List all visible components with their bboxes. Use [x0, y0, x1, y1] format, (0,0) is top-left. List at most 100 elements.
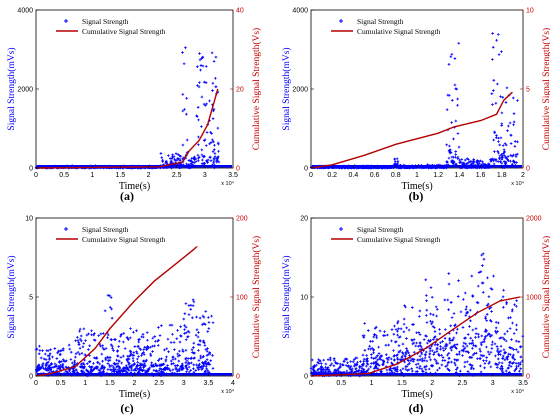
x-tick-label: 0.8	[391, 172, 401, 179]
signal-point	[62, 359, 66, 363]
signal-point	[456, 132, 460, 135]
signal-point	[194, 157, 198, 161]
signal-point	[457, 145, 461, 149]
signal-point	[79, 334, 83, 338]
signal-point	[342, 363, 345, 367]
signal-point	[332, 364, 336, 368]
x-tick-label: 3	[203, 172, 207, 179]
signal-point	[122, 340, 125, 344]
signal-point	[197, 359, 201, 362]
signal-point	[212, 60, 216, 63]
signal-point	[376, 362, 380, 366]
signal-point	[211, 150, 215, 153]
signal-point	[183, 108, 186, 111]
panel-b: 0 0.2 0.4 0.6 0.8 1 1.2 1.4 1.6 1.8 2x 10⁴02000400…	[281, 8, 550, 204]
signal-point	[486, 302, 490, 306]
signal-point	[438, 332, 442, 336]
signal-point	[109, 296, 113, 299]
signal-point	[414, 344, 418, 348]
signal-point	[513, 160, 517, 164]
signal-point	[391, 367, 395, 370]
signal-point	[450, 316, 454, 319]
signal-point	[191, 304, 195, 308]
signal-point	[106, 336, 109, 340]
signal-point	[454, 155, 457, 159]
signal-point	[491, 157, 495, 161]
signal-point	[428, 352, 432, 356]
right-axis-label: Cumulative Signal Strength(Vs)	[541, 236, 550, 358]
left-tick-label: 2000	[292, 87, 308, 94]
signal-point	[115, 358, 118, 362]
signal-point	[450, 345, 454, 349]
signal-point	[376, 354, 379, 357]
signal-point	[393, 358, 396, 362]
signal-point	[466, 333, 470, 336]
signal-point	[410, 367, 414, 370]
legend-label-cumulative: Cumulative Signal Strength	[357, 235, 441, 244]
x-tick-label: 0.5	[336, 380, 346, 387]
signal-point	[389, 369, 393, 372]
signal-point	[174, 367, 178, 371]
signal-point	[369, 340, 372, 343]
signal-point	[422, 338, 426, 341]
signal-point	[326, 358, 330, 361]
signal-point	[165, 355, 168, 359]
signal-point	[494, 329, 497, 333]
signal-point	[516, 350, 520, 354]
signal-point	[436, 343, 439, 346]
legend-marker-signal	[64, 19, 68, 23]
signal-point	[178, 154, 181, 157]
right-tick-label: 1000	[526, 295, 542, 302]
signal-point	[362, 368, 366, 372]
signal-point	[175, 158, 179, 162]
signal-point	[81, 366, 85, 370]
signal-point	[512, 348, 515, 351]
signal-point	[491, 103, 494, 106]
signal-point	[123, 369, 126, 372]
signal-point	[178, 340, 182, 344]
signal-point	[74, 339, 77, 343]
signal-point	[516, 140, 519, 144]
signal-point	[106, 362, 110, 365]
signal-point	[494, 354, 497, 358]
signal-point	[464, 314, 468, 317]
signal-point	[206, 347, 209, 350]
signal-point	[118, 339, 121, 343]
signal-point	[431, 313, 435, 317]
signal-point	[86, 369, 90, 373]
x-axis-label: Time(s)	[119, 389, 150, 400]
signal-point	[334, 369, 337, 372]
signal-point	[353, 362, 357, 366]
signal-point	[204, 348, 208, 351]
signal-point	[406, 363, 410, 366]
right-tick-label: 20	[236, 87, 244, 94]
signal-point	[405, 365, 409, 368]
signal-point	[189, 369, 193, 372]
signal-point	[35, 347, 39, 351]
signal-point	[494, 320, 498, 324]
x-tick-label: 1	[370, 380, 374, 387]
signal-point	[406, 358, 410, 362]
signal-point	[58, 360, 61, 363]
left-tick-label: 0	[304, 374, 308, 381]
signal-point	[500, 153, 503, 156]
signal-point	[521, 359, 524, 363]
signal-point	[501, 295, 505, 299]
signal-point	[504, 369, 508, 373]
signal-point	[184, 357, 187, 361]
signal-baseline-band	[37, 165, 232, 168]
signal-point	[102, 332, 105, 335]
signal-point	[211, 89, 214, 92]
signal-point	[447, 94, 451, 97]
signal-point	[435, 361, 438, 365]
signal-point	[374, 360, 378, 364]
signal-point	[204, 81, 208, 84]
legend-label-signal: Signal Strength	[357, 17, 404, 26]
signal-point	[212, 107, 216, 111]
signal-point	[474, 336, 477, 339]
signal-point	[189, 159, 193, 162]
signal-point	[188, 362, 191, 365]
